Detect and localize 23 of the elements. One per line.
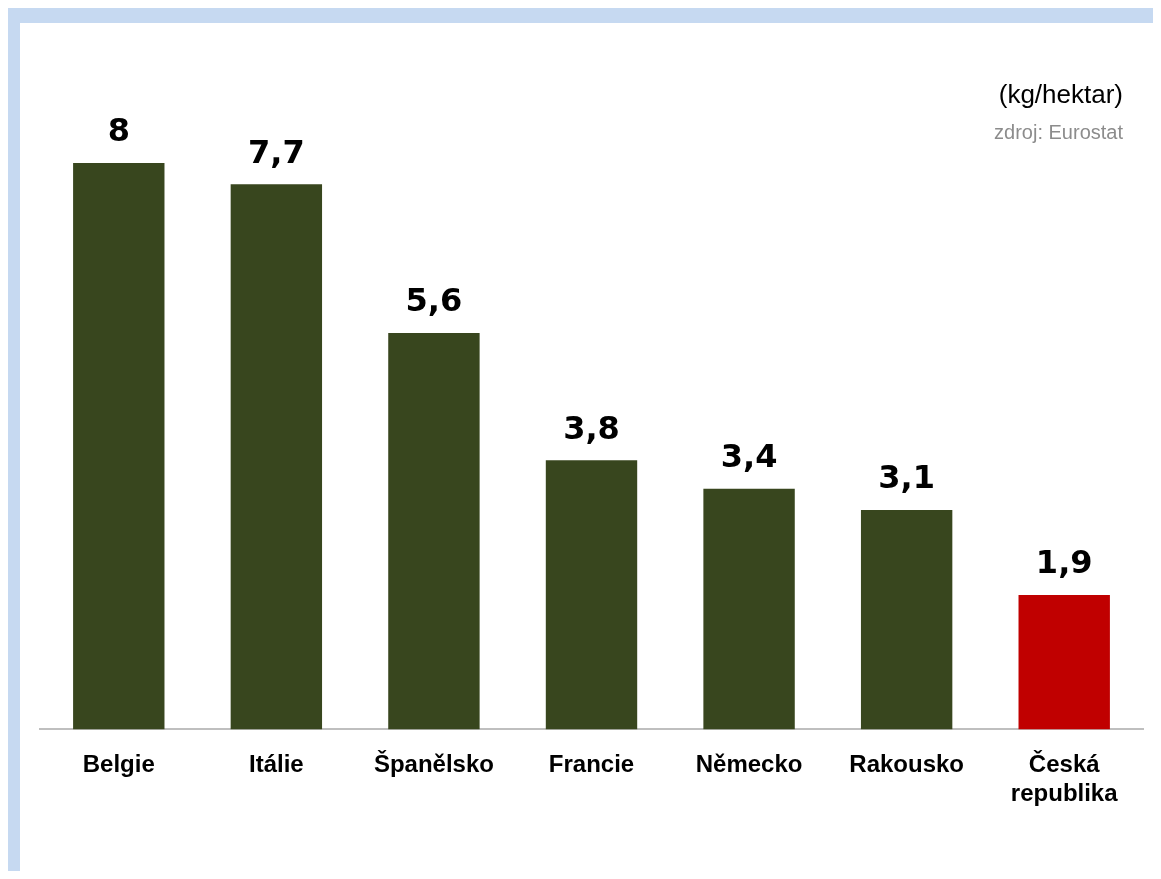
x-tick-label: Česká republika: [1010, 750, 1119, 807]
x-tick-label: Belgie: [82, 750, 155, 778]
text: zdroj: Eurostat: [994, 121, 1124, 143]
bar: [230, 184, 323, 730]
x-tick-label: Španělsko: [373, 750, 494, 778]
bar: [388, 332, 480, 730]
data-label: 8: [107, 111, 130, 150]
bar: [1018, 594, 1110, 730]
data-label: 5,6: [405, 281, 463, 320]
data-label: 3,4: [720, 436, 778, 475]
x-tick-label: Francie: [548, 750, 635, 778]
data-label: 3,1: [878, 458, 935, 497]
bar: [860, 509, 953, 730]
x-tick-label: Itálie: [249, 750, 304, 778]
data-label: 7,7: [248, 132, 305, 171]
data-label: 1,9: [1035, 543, 1093, 582]
data-label: 3,8: [563, 408, 620, 447]
x-tick-label: Rakousko: [849, 750, 964, 778]
x-tick-label: Německo: [695, 750, 803, 778]
bar: [73, 163, 165, 730]
bar: [703, 488, 795, 730]
bar: [545, 460, 638, 730]
text: (kg/hektar): [998, 79, 1123, 109]
